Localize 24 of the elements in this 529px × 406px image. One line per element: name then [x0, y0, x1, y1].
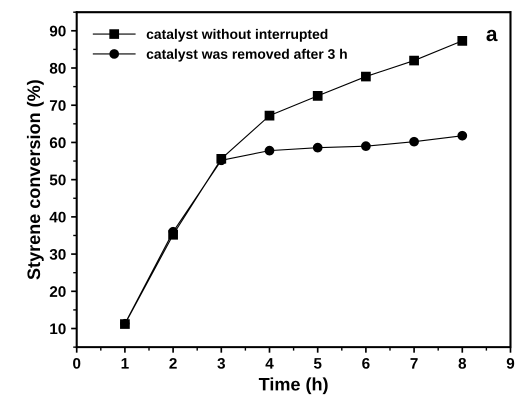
- x-tick-label: 3: [217, 358, 225, 369]
- y-tick-label: 70: [50, 100, 66, 111]
- x-tick-label: 5: [314, 358, 322, 369]
- legend-label: catalyst was removed after 3 h: [146, 48, 347, 62]
- y-tick-label: 50: [50, 174, 66, 186]
- x-tick-label: 8: [458, 358, 466, 369]
- x-tick-label: 0: [73, 358, 80, 369]
- y-tick-label: 40: [50, 212, 66, 223]
- x-tick-label: 6: [362, 358, 370, 369]
- y-tick-label: 90: [50, 26, 66, 36]
- x-tick-label: 4: [265, 358, 274, 369]
- x-tick-label: 1: [122, 358, 129, 369]
- y-axis-title: Styrene conversion (%): [26, 80, 44, 280]
- x-tick-label: 2: [169, 358, 177, 369]
- y-tick-label: 80: [50, 62, 66, 74]
- x-axis-title: Time (h): [258, 377, 328, 394]
- y-tick-label: 30: [50, 248, 66, 260]
- x-tick-label: 9: [506, 358, 514, 369]
- x-tick-label: 7: [410, 358, 418, 369]
- y-tick-label: 60: [50, 137, 66, 148]
- y-tick-label: 20: [50, 286, 66, 297]
- y-tick-label: 10: [50, 323, 66, 334]
- annotation: a: [486, 30, 498, 42]
- legend-label: catalyst without interrupted: [146, 28, 328, 42]
